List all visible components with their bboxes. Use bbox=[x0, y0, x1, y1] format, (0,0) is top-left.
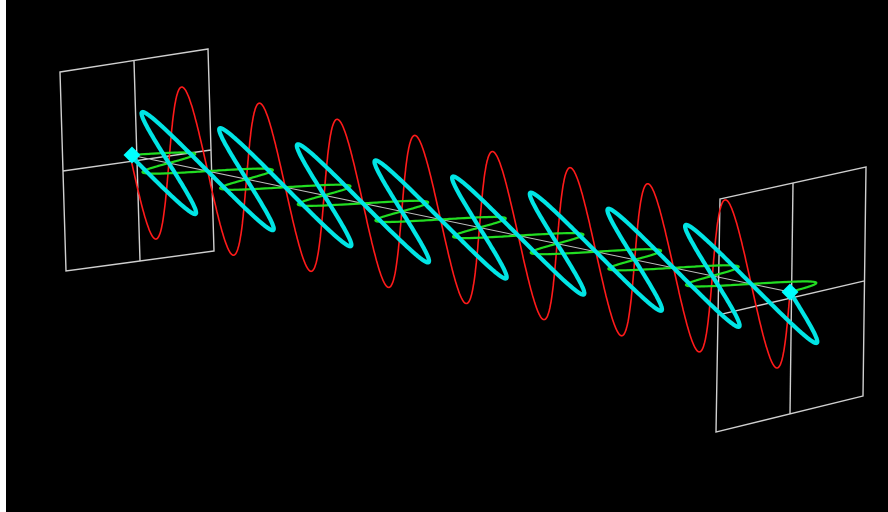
end-marker[interactable] bbox=[781, 283, 799, 301]
propagation-axis bbox=[129, 154, 791, 293]
cyan-wave bbox=[128, 109, 820, 346]
right-polarizer-frame bbox=[715, 166, 867, 433]
source-marker[interactable] bbox=[123, 146, 141, 164]
left-frame-border bbox=[59, 48, 215, 272]
red-wave bbox=[129, 86, 791, 369]
right-frame-border bbox=[715, 166, 867, 433]
3d-viewport[interactable] bbox=[6, 0, 888, 512]
wave-scene bbox=[59, 48, 867, 433]
endpoint-markers bbox=[123, 146, 799, 301]
wave-curves bbox=[128, 86, 820, 369]
green-wave bbox=[129, 151, 818, 294]
